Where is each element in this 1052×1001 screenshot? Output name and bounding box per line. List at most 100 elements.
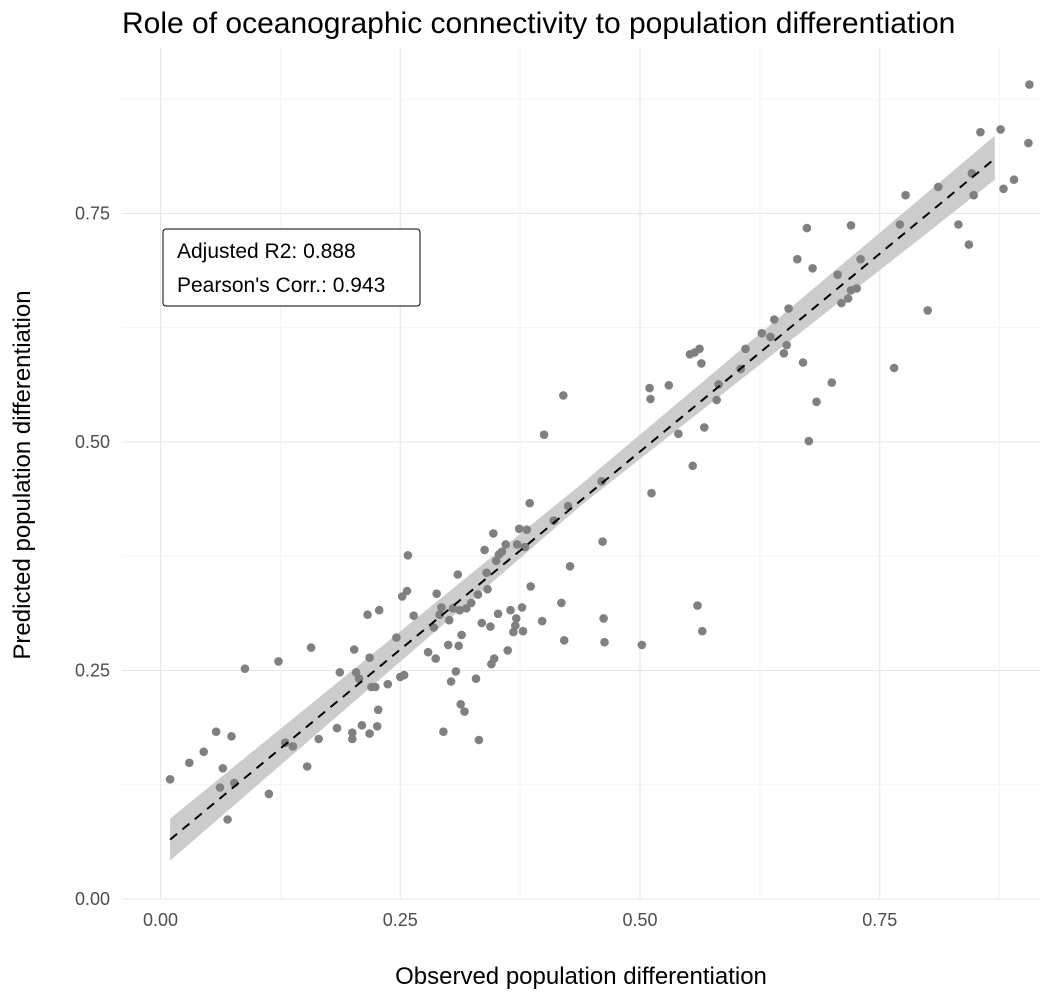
data-point [448, 604, 458, 613]
data-point [741, 344, 750, 354]
data-point [923, 306, 932, 315]
data-point [645, 383, 654, 393]
data-point [999, 184, 1008, 194]
data-point [399, 670, 409, 680]
data-point [460, 707, 469, 716]
data-point [454, 641, 464, 651]
stats-annotation: Adjusted R2: 0.888 Pearson's Corr.: 0.94… [162, 228, 421, 307]
y-tick-label: 0.50 [75, 432, 110, 452]
data-point [444, 615, 454, 625]
data-point [766, 332, 775, 342]
data-point [185, 758, 194, 768]
data-point [933, 182, 943, 192]
data-point [435, 610, 444, 619]
data-point [437, 603, 446, 612]
data-point [483, 584, 492, 594]
y-axis-title: Predicted population differentiation [9, 290, 36, 659]
data-point [856, 254, 865, 264]
data-point [446, 677, 456, 686]
data-point [482, 568, 491, 577]
data-point [688, 461, 697, 471]
x-tick-labels: 0.00 0.25 0.50 0.75 [143, 910, 897, 930]
data-point [901, 190, 910, 200]
annotation-adjusted-r2: Adjusted R2: 0.888 [177, 240, 356, 263]
x-tick-label: 0.75 [862, 910, 897, 930]
data-point [409, 611, 419, 620]
data-point [302, 762, 312, 771]
data-point [363, 610, 372, 619]
data-point [403, 551, 413, 560]
data-point [349, 645, 359, 654]
data-point [365, 729, 374, 738]
fit-line-group [169, 157, 996, 841]
data-point [565, 562, 575, 571]
data-point [486, 622, 495, 631]
data-point [371, 682, 380, 692]
data-point [456, 700, 466, 709]
data-point [1009, 175, 1019, 184]
data-point [646, 394, 655, 404]
data-point [218, 764, 228, 773]
data-point [443, 640, 453, 650]
data-point [784, 304, 793, 313]
data-point [374, 605, 384, 615]
data-point [526, 582, 535, 591]
data-point [227, 732, 236, 741]
data-point [439, 727, 448, 736]
data-point [402, 586, 412, 596]
y-tick-label: 0.75 [75, 204, 110, 224]
data-point [597, 477, 606, 486]
data-point [512, 614, 521, 623]
data-point [664, 381, 674, 390]
data-point [674, 429, 683, 439]
data-point [802, 223, 812, 233]
data-point [843, 294, 853, 303]
data-point [392, 633, 401, 642]
data-point [637, 640, 647, 650]
data-point [306, 643, 316, 652]
data-point [852, 284, 861, 293]
gridlines [122, 48, 1040, 900]
data-point [473, 590, 483, 599]
data-point [274, 657, 283, 666]
data-point [511, 621, 520, 630]
data-point [466, 598, 476, 608]
data-point [480, 545, 489, 555]
data-point [537, 616, 547, 626]
data-point [798, 358, 808, 367]
data-point [599, 614, 608, 623]
data-point [264, 789, 274, 799]
data-point [432, 589, 442, 598]
fit-line [169, 157, 996, 841]
data-point [969, 190, 978, 200]
y-tick-label: 0.00 [75, 889, 110, 909]
x-tick-label: 0.50 [622, 910, 657, 930]
data-point [837, 298, 846, 308]
y-tick-labels: 0.00 0.25 0.50 0.75 [75, 204, 110, 910]
data-point [827, 378, 837, 387]
data-point [697, 359, 706, 368]
data-point [489, 654, 499, 663]
data-point [493, 609, 503, 619]
data-point [506, 605, 515, 615]
x-axis-title: Observed population differentiation [395, 963, 767, 990]
data-point [314, 734, 324, 744]
data-point [757, 328, 767, 338]
x-tick-label: 0.25 [383, 910, 418, 930]
data-point [491, 556, 501, 566]
data-point [223, 815, 232, 824]
data-point [365, 653, 374, 662]
data-point [804, 436, 814, 446]
data-point [457, 630, 466, 640]
data-point [525, 498, 534, 508]
data-point [695, 344, 704, 354]
data-point [489, 529, 498, 538]
data-point [372, 722, 382, 731]
data-point [280, 738, 290, 747]
data-point [497, 547, 507, 556]
data-point [693, 601, 702, 610]
data-point [1025, 80, 1034, 89]
data-point [714, 380, 723, 389]
data-point [964, 240, 974, 249]
